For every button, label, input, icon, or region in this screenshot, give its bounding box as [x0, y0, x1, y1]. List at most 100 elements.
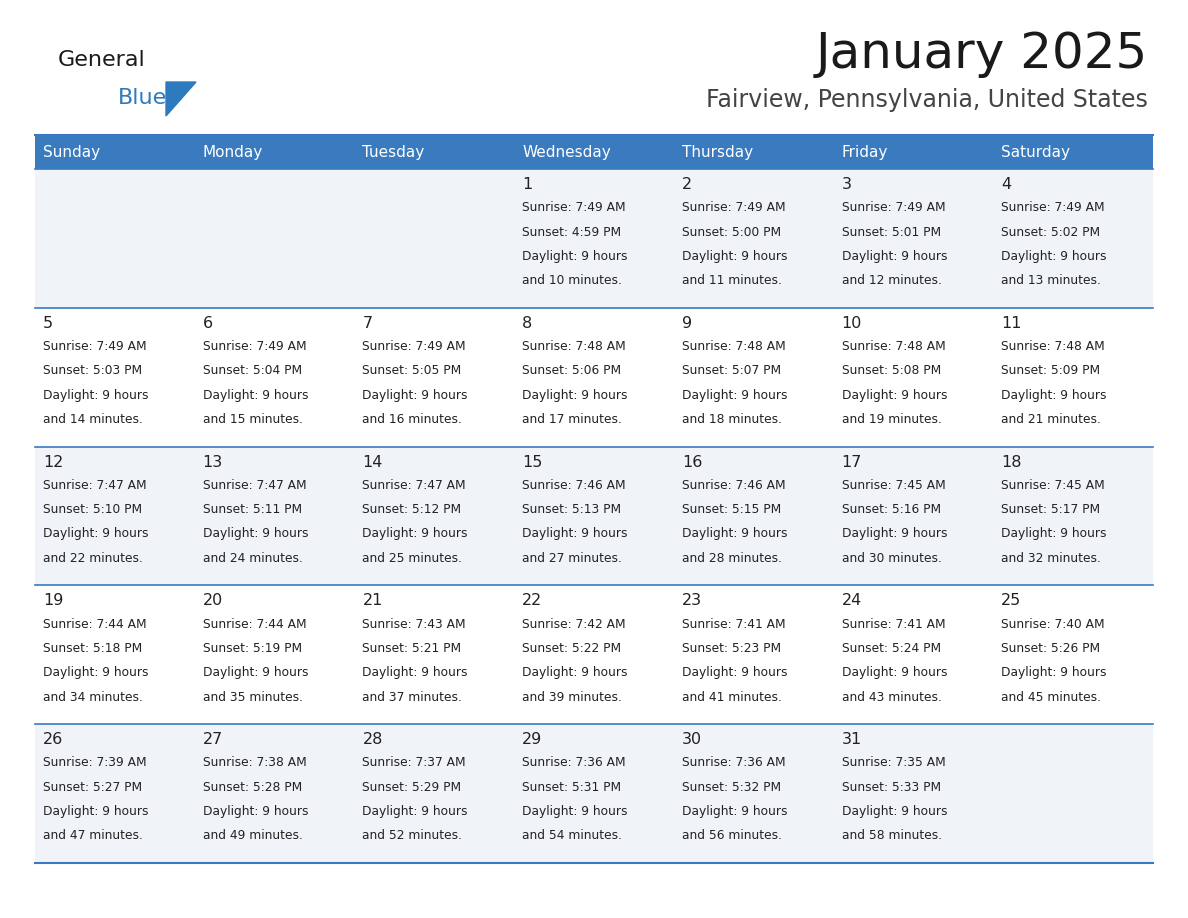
- Text: and 35 minutes.: and 35 minutes.: [203, 690, 303, 703]
- Text: 8: 8: [523, 316, 532, 330]
- Text: Sunrise: 7:49 AM: Sunrise: 7:49 AM: [362, 340, 466, 353]
- Text: Sunset: 5:08 PM: Sunset: 5:08 PM: [841, 364, 941, 377]
- Text: 9: 9: [682, 316, 691, 330]
- Text: and 10 minutes.: and 10 minutes.: [523, 274, 623, 287]
- Text: and 34 minutes.: and 34 minutes.: [43, 690, 143, 703]
- Text: Daylight: 9 hours: Daylight: 9 hours: [841, 528, 947, 541]
- Text: Daylight: 9 hours: Daylight: 9 hours: [362, 805, 468, 818]
- Text: and 24 minutes.: and 24 minutes.: [203, 552, 303, 565]
- Text: Sunset: 5:19 PM: Sunset: 5:19 PM: [203, 642, 302, 655]
- Bar: [34, 308, 1154, 446]
- Text: Sunrise: 7:37 AM: Sunrise: 7:37 AM: [362, 756, 466, 769]
- Text: Daylight: 9 hours: Daylight: 9 hours: [1001, 250, 1107, 263]
- Text: Sunrise: 7:48 AM: Sunrise: 7:48 AM: [682, 340, 785, 353]
- Text: 30: 30: [682, 733, 702, 747]
- Text: Friday: Friday: [841, 144, 887, 160]
- Text: 2: 2: [682, 177, 691, 192]
- Text: Sunset: 5:10 PM: Sunset: 5:10 PM: [43, 503, 143, 516]
- Text: 29: 29: [523, 733, 543, 747]
- Text: Daylight: 9 hours: Daylight: 9 hours: [1001, 388, 1107, 402]
- Bar: [34, 446, 1154, 586]
- Text: Daylight: 9 hours: Daylight: 9 hours: [43, 666, 148, 679]
- Text: Daylight: 9 hours: Daylight: 9 hours: [841, 666, 947, 679]
- Text: and 41 minutes.: and 41 minutes.: [682, 690, 782, 703]
- Text: Daylight: 9 hours: Daylight: 9 hours: [682, 388, 788, 402]
- Text: 20: 20: [203, 593, 223, 609]
- Text: and 25 minutes.: and 25 minutes.: [362, 552, 462, 565]
- Text: Sunrise: 7:35 AM: Sunrise: 7:35 AM: [841, 756, 946, 769]
- Text: Sunset: 5:32 PM: Sunset: 5:32 PM: [682, 781, 781, 794]
- Text: Daylight: 9 hours: Daylight: 9 hours: [43, 388, 148, 402]
- Text: Sunset: 5:31 PM: Sunset: 5:31 PM: [523, 781, 621, 794]
- Text: Sunrise: 7:40 AM: Sunrise: 7:40 AM: [1001, 618, 1105, 631]
- Text: and 30 minutes.: and 30 minutes.: [841, 552, 941, 565]
- Text: Sunrise: 7:49 AM: Sunrise: 7:49 AM: [43, 340, 146, 353]
- Text: Daylight: 9 hours: Daylight: 9 hours: [362, 388, 468, 402]
- Text: Sunrise: 7:49 AM: Sunrise: 7:49 AM: [682, 201, 785, 214]
- Text: 15: 15: [523, 454, 543, 470]
- Text: Daylight: 9 hours: Daylight: 9 hours: [841, 805, 947, 818]
- Text: Sunrise: 7:45 AM: Sunrise: 7:45 AM: [841, 479, 946, 492]
- Text: Monday: Monday: [203, 144, 263, 160]
- Text: Daylight: 9 hours: Daylight: 9 hours: [682, 805, 788, 818]
- Text: 5: 5: [43, 316, 53, 330]
- Text: and 58 minutes.: and 58 minutes.: [841, 829, 942, 843]
- Text: and 22 minutes.: and 22 minutes.: [43, 552, 143, 565]
- Text: Sunrise: 7:41 AM: Sunrise: 7:41 AM: [841, 618, 946, 631]
- Text: Sunset: 5:03 PM: Sunset: 5:03 PM: [43, 364, 143, 377]
- Text: Sunset: 5:09 PM: Sunset: 5:09 PM: [1001, 364, 1100, 377]
- Text: Daylight: 9 hours: Daylight: 9 hours: [362, 666, 468, 679]
- Text: Sunset: 5:18 PM: Sunset: 5:18 PM: [43, 642, 143, 655]
- Text: Daylight: 9 hours: Daylight: 9 hours: [523, 528, 627, 541]
- Text: Sunset: 5:28 PM: Sunset: 5:28 PM: [203, 781, 302, 794]
- Text: Sunset: 5:21 PM: Sunset: 5:21 PM: [362, 642, 462, 655]
- Text: Daylight: 9 hours: Daylight: 9 hours: [43, 528, 148, 541]
- Text: and 28 minutes.: and 28 minutes.: [682, 552, 782, 565]
- Text: 3: 3: [841, 177, 852, 192]
- Text: Sunrise: 7:36 AM: Sunrise: 7:36 AM: [523, 756, 626, 769]
- Text: 13: 13: [203, 454, 223, 470]
- Bar: [34, 135, 1154, 169]
- Text: Sunset: 5:13 PM: Sunset: 5:13 PM: [523, 503, 621, 516]
- Text: 26: 26: [43, 733, 63, 747]
- Text: Sunset: 5:17 PM: Sunset: 5:17 PM: [1001, 503, 1100, 516]
- Text: 4: 4: [1001, 177, 1011, 192]
- Text: Sunset: 5:05 PM: Sunset: 5:05 PM: [362, 364, 462, 377]
- Text: Sunrise: 7:48 AM: Sunrise: 7:48 AM: [841, 340, 946, 353]
- Text: Sunrise: 7:38 AM: Sunrise: 7:38 AM: [203, 756, 307, 769]
- Text: Daylight: 9 hours: Daylight: 9 hours: [203, 528, 308, 541]
- Text: Sunset: 4:59 PM: Sunset: 4:59 PM: [523, 226, 621, 239]
- Text: and 12 minutes.: and 12 minutes.: [841, 274, 941, 287]
- Text: Sunset: 5:23 PM: Sunset: 5:23 PM: [682, 642, 781, 655]
- Text: 31: 31: [841, 733, 861, 747]
- Text: Thursday: Thursday: [682, 144, 753, 160]
- Text: Daylight: 9 hours: Daylight: 9 hours: [523, 805, 627, 818]
- Text: Sunset: 5:26 PM: Sunset: 5:26 PM: [1001, 642, 1100, 655]
- Text: and 21 minutes.: and 21 minutes.: [1001, 413, 1101, 426]
- Text: Sunset: 5:04 PM: Sunset: 5:04 PM: [203, 364, 302, 377]
- Polygon shape: [166, 82, 196, 116]
- Text: 25: 25: [1001, 593, 1022, 609]
- Text: and 45 minutes.: and 45 minutes.: [1001, 690, 1101, 703]
- Text: Sunrise: 7:47 AM: Sunrise: 7:47 AM: [362, 479, 466, 492]
- Text: and 32 minutes.: and 32 minutes.: [1001, 552, 1101, 565]
- Text: Daylight: 9 hours: Daylight: 9 hours: [203, 388, 308, 402]
- Text: and 11 minutes.: and 11 minutes.: [682, 274, 782, 287]
- Text: and 15 minutes.: and 15 minutes.: [203, 413, 303, 426]
- Text: Daylight: 9 hours: Daylight: 9 hours: [362, 528, 468, 541]
- Text: 22: 22: [523, 593, 543, 609]
- Text: Daylight: 9 hours: Daylight: 9 hours: [682, 528, 788, 541]
- Text: Sunrise: 7:39 AM: Sunrise: 7:39 AM: [43, 756, 146, 769]
- Text: Sunrise: 7:41 AM: Sunrise: 7:41 AM: [682, 618, 785, 631]
- Text: Daylight: 9 hours: Daylight: 9 hours: [841, 388, 947, 402]
- Text: 23: 23: [682, 593, 702, 609]
- Text: Sunday: Sunday: [43, 144, 100, 160]
- Text: Sunrise: 7:45 AM: Sunrise: 7:45 AM: [1001, 479, 1105, 492]
- Text: Sunset: 5:33 PM: Sunset: 5:33 PM: [841, 781, 941, 794]
- Text: Sunset: 5:16 PM: Sunset: 5:16 PM: [841, 503, 941, 516]
- Text: Sunrise: 7:46 AM: Sunrise: 7:46 AM: [682, 479, 785, 492]
- Text: Daylight: 9 hours: Daylight: 9 hours: [1001, 666, 1107, 679]
- Text: 14: 14: [362, 454, 383, 470]
- Text: Daylight: 9 hours: Daylight: 9 hours: [523, 666, 627, 679]
- Text: General: General: [58, 50, 146, 70]
